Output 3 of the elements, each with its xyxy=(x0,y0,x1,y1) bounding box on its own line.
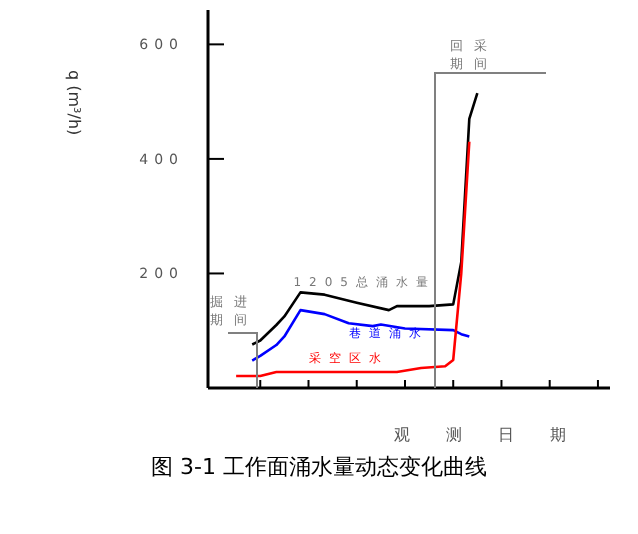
x-axis-title: 观测日期 xyxy=(394,426,602,444)
y-axis-title: q (m³/h) xyxy=(64,70,83,136)
text: 图 3-1 工作面涌水量动态变化曲线 xyxy=(149,452,489,482)
